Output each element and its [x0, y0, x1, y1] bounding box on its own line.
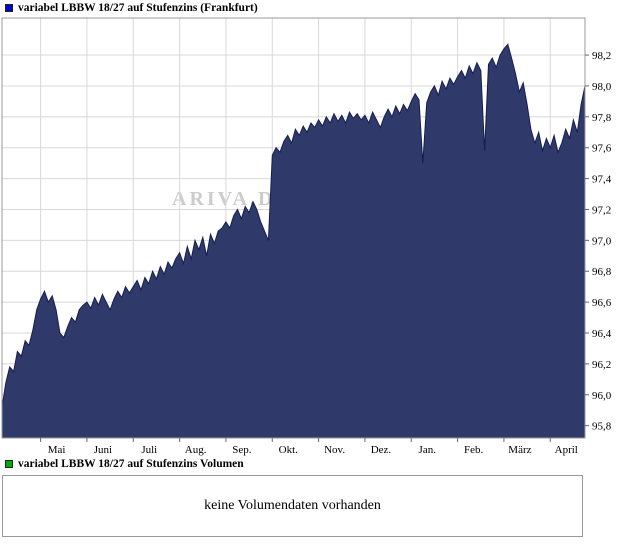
price-line: [1, 43, 586, 408]
price-legend-label: variabel LBBW 18/27 auf Stufenzins (Fran…: [18, 2, 258, 14]
price-chart-svg: Mai Juni Juli Aug. Sep. Okt. Nov. Dez. Jan. Feb. M…: [1, 17, 612, 456]
x-tick-label: Juni: [94, 444, 112, 456]
y-tick-label: 98,2: [592, 50, 611, 62]
y-tick-label: 97,0: [592, 235, 612, 247]
x-tick-label: Aug.: [185, 444, 207, 456]
volume-panel: keine Volumendaten vorhanden: [2, 475, 583, 537]
price-legend: variabel LBBW 18/27 auf Stufenzins (Fran…: [0, 0, 620, 16]
x-tick-label: Feb.: [464, 444, 484, 456]
y-tick-label: 97,4: [592, 174, 612, 186]
x-tick-label: Nov.: [324, 444, 345, 456]
y-tick-label: 98,0: [592, 81, 612, 93]
price-area: [2, 44, 585, 439]
watermark: ARIVA.DE: [172, 188, 292, 210]
plot-border: [1, 17, 586, 439]
volume-legend: variabel LBBW 18/27 auf Stufenzins Volum…: [0, 456, 620, 472]
x-tick-label: Okt.: [279, 444, 299, 456]
price-legend-marker: [5, 4, 13, 12]
x-tick-label: Mai: [48, 444, 66, 456]
y-tick-label: 96,4: [592, 328, 612, 340]
price-chart-area: ARIVA.DE Mai Juni Juli Aug. Sep. Okt. Nov. Dez.…: [0, 16, 620, 456]
y-tick-label: 95,8: [592, 421, 612, 433]
x-tick-label: Juli: [141, 444, 157, 456]
y-tick-label: 96,6: [592, 297, 612, 309]
volume-legend-marker: [5, 460, 13, 468]
y-tick-label: 97,2: [592, 204, 611, 216]
x-tick-label: Jan.: [419, 444, 437, 456]
y-tick-label: 96,0: [592, 390, 612, 402]
x-tick-label: Sep.: [232, 444, 252, 456]
volume-legend-label: variabel LBBW 18/27 auf Stufenzins Volum…: [18, 458, 244, 470]
x-tick-label: März: [508, 444, 531, 456]
y-tick-label: 96,2: [592, 359, 611, 371]
x-tick-label: April: [555, 444, 578, 456]
y-tick-label: 97,8: [592, 112, 612, 124]
x-tick-label: Dez.: [371, 444, 392, 456]
volume-message: keine Volumendaten vorhanden: [204, 498, 381, 513]
y-tick-label: 96,8: [592, 266, 612, 278]
y-tick-label: 97,6: [592, 143, 612, 155]
